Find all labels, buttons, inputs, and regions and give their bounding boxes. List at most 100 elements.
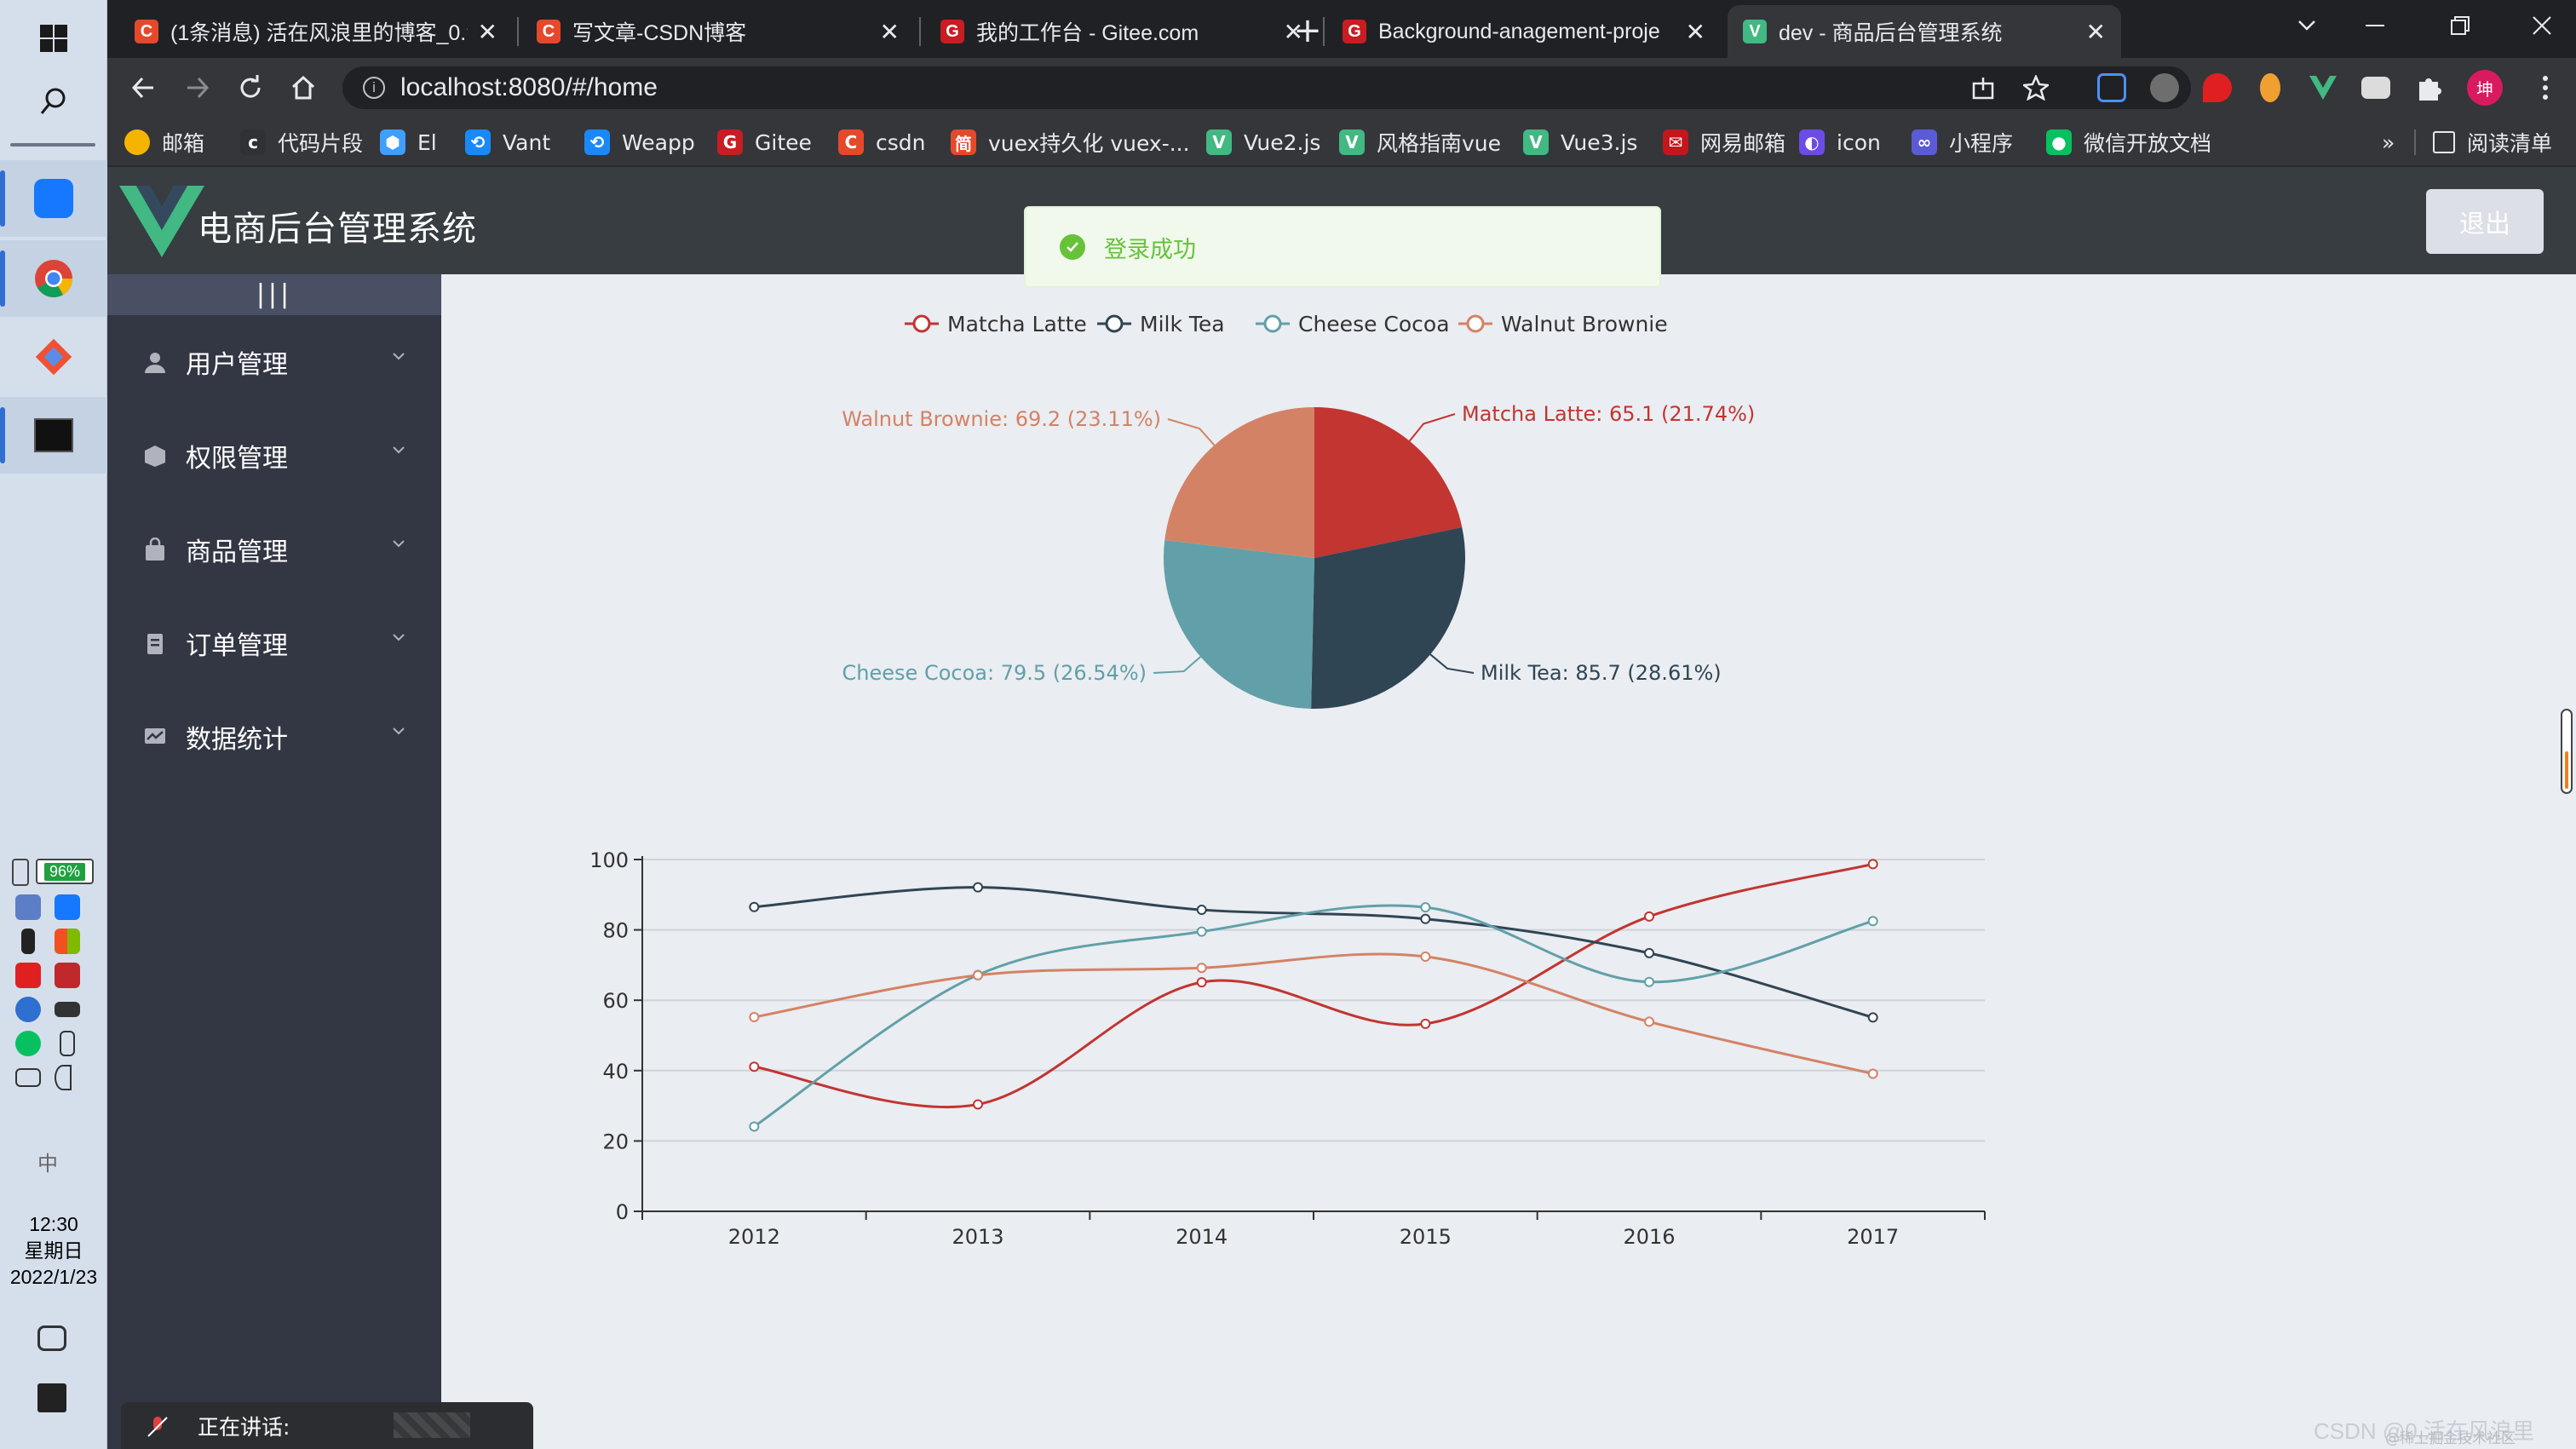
data-point[interactable] [1644, 947, 1654, 958]
data-point[interactable] [1420, 1018, 1431, 1029]
windows-start-button[interactable] [0, 0, 107, 77]
pie-slice[interactable] [1164, 407, 1314, 558]
restore-button[interactable] [2424, 0, 2496, 51]
data-point[interactable] [973, 882, 983, 893]
bookmarks-more-button[interactable]: » [2382, 129, 2395, 155]
close-window-button[interactable] [2506, 0, 2576, 51]
data-point[interactable] [973, 969, 983, 980]
chat-icon[interactable] [37, 1325, 66, 1351]
battery-indicator[interactable]: 96% [36, 859, 94, 884]
bookmark-item[interactable]: ∞ 小程序 [1912, 128, 2013, 157]
bookmark-item[interactable]: ✉ 网易邮箱 [1663, 128, 1785, 157]
data-point[interactable] [749, 901, 760, 912]
pie-slice[interactable] [1311, 526, 1465, 709]
data-point[interactable] [749, 1012, 760, 1023]
taskbar-search-button[interactable] [0, 63, 107, 140]
browser-menu-button[interactable] [2527, 69, 2564, 106]
bookmark-item[interactable]: V Vue2.js [1206, 128, 1320, 157]
display-icon[interactable] [15, 1068, 41, 1087]
browser-tab[interactable]: G Background-anagement-proje ✕ [1327, 5, 1721, 58]
pie-slice[interactable] [1314, 407, 1463, 558]
pie-slice[interactable] [1164, 539, 1314, 709]
home-button[interactable] [285, 69, 322, 106]
taskbar-app-terminal[interactable] [0, 397, 107, 474]
data-point[interactable] [1867, 1012, 1878, 1023]
ime-indicator[interactable]: 中 [37, 1152, 58, 1176]
tab-close-icon[interactable]: ✕ [879, 18, 900, 45]
camera-icon[interactable] [55, 1002, 80, 1017]
reload-button[interactable] [232, 69, 269, 106]
menu-item[interactable]: 商品管理 [107, 503, 441, 596]
data-point[interactable] [749, 1061, 760, 1072]
taskbar-app-chrome[interactable] [0, 240, 107, 317]
profile-avatar[interactable]: 坤 [2467, 70, 2503, 106]
bookmark-item[interactable]: V 风格指南vue [1339, 128, 1501, 157]
data-point[interactable] [1196, 905, 1207, 916]
legend-item[interactable]: Matcha Latte [905, 312, 1087, 336]
scroll-indicator[interactable] [2561, 709, 2573, 794]
microphone-icon[interactable] [21, 929, 35, 954]
data-point[interactable] [1420, 951, 1431, 962]
data-point[interactable] [1644, 1016, 1654, 1027]
site-info-icon[interactable]: i [363, 77, 385, 99]
browser-tab[interactable]: C 写文章-CSDN博客 ✕ [521, 5, 915, 58]
bookmark-item[interactable]: ◐ icon [1799, 128, 1881, 157]
data-point[interactable] [1196, 977, 1207, 988]
volume-icon[interactable] [55, 1065, 72, 1090]
tab-search-button[interactable] [2271, 0, 2343, 51]
bookmark-item[interactable]: ● 微信开放文档 [2046, 128, 2211, 157]
usb-icon[interactable] [60, 1031, 75, 1056]
reading-list-button[interactable]: 阅读清单 [2433, 128, 2552, 157]
extension-sync-icon[interactable] [2097, 73, 2126, 102]
bookmark-star-button[interactable] [2017, 69, 2055, 106]
legend-item[interactable]: Milk Tea [1097, 312, 1225, 336]
bookmark-item[interactable]: 简 vuex持久化 vuex-... [951, 128, 1190, 157]
bookmark-item[interactable]: ⬢ El [380, 128, 437, 157]
taskbar-app-git[interactable] [0, 319, 107, 395]
new-tab-button[interactable]: + [1293, 11, 1322, 50]
bookmark-item[interactable]: ⟲ Vant [465, 128, 550, 157]
forward-button[interactable] [179, 69, 216, 106]
mcafee-icon[interactable] [55, 963, 80, 988]
menu-item[interactable]: 用户管理 [107, 315, 441, 409]
extension-heart-icon[interactable] [2203, 73, 2232, 102]
extensions-button[interactable] [2414, 73, 2443, 102]
legend-item[interactable]: Walnut Brownie [1458, 312, 1668, 336]
taskbar-app-feishu[interactable] [0, 160, 107, 237]
menu-item[interactable]: 数据统计 [107, 690, 441, 784]
extension-reader-icon[interactable] [2361, 77, 2390, 99]
extension-gray-icon[interactable] [2150, 73, 2179, 102]
browser-tab[interactable]: C (1条消息) 活在风浪里的博客_0.活 ✕ [119, 5, 513, 58]
tab-close-icon[interactable]: ✕ [477, 18, 497, 45]
clock[interactable]: 12:30 星期日 2022/1/23 [0, 1211, 107, 1291]
data-point[interactable] [1644, 976, 1654, 987]
tab-close-icon[interactable]: ✕ [1685, 18, 1705, 45]
menu-item[interactable]: 订单管理 [107, 596, 441, 690]
extension-vue-icon[interactable] [2309, 73, 2337, 102]
address-bar[interactable]: i localhost:8080/#/home [342, 66, 2191, 109]
bookmark-item[interactable]: 邮箱 [124, 128, 204, 157]
data-point[interactable] [1867, 916, 1878, 927]
tab-close-icon[interactable]: ✕ [2085, 18, 2106, 45]
bookmark-item[interactable]: c 代码片段 [240, 128, 363, 157]
extension-orange-icon[interactable] [2260, 73, 2280, 102]
l-app-icon[interactable] [15, 997, 41, 1022]
data-point[interactable] [1867, 1068, 1878, 1079]
wechat-tray-icon[interactable] [15, 1031, 41, 1056]
data-point[interactable] [973, 1099, 983, 1110]
minimize-button[interactable] [2339, 0, 2411, 51]
logout-button[interactable]: 退出 [2426, 189, 2544, 254]
data-point[interactable] [1196, 963, 1207, 974]
security-icon[interactable] [15, 963, 41, 988]
bookmark-item[interactable]: ⟲ Weapp [584, 128, 695, 157]
legend-item[interactable]: Cheese Cocoa [1256, 312, 1450, 336]
sidebar-collapse-toggle[interactable]: ||| [107, 274, 441, 315]
back-button[interactable] [124, 69, 162, 106]
feishu-tray-icon[interactable] [55, 894, 80, 920]
notification-icon[interactable] [37, 1383, 66, 1412]
data-point[interactable] [1420, 902, 1431, 913]
tab-close-icon[interactable]: ✕ [1283, 18, 1303, 45]
share-button[interactable] [1964, 69, 2002, 106]
